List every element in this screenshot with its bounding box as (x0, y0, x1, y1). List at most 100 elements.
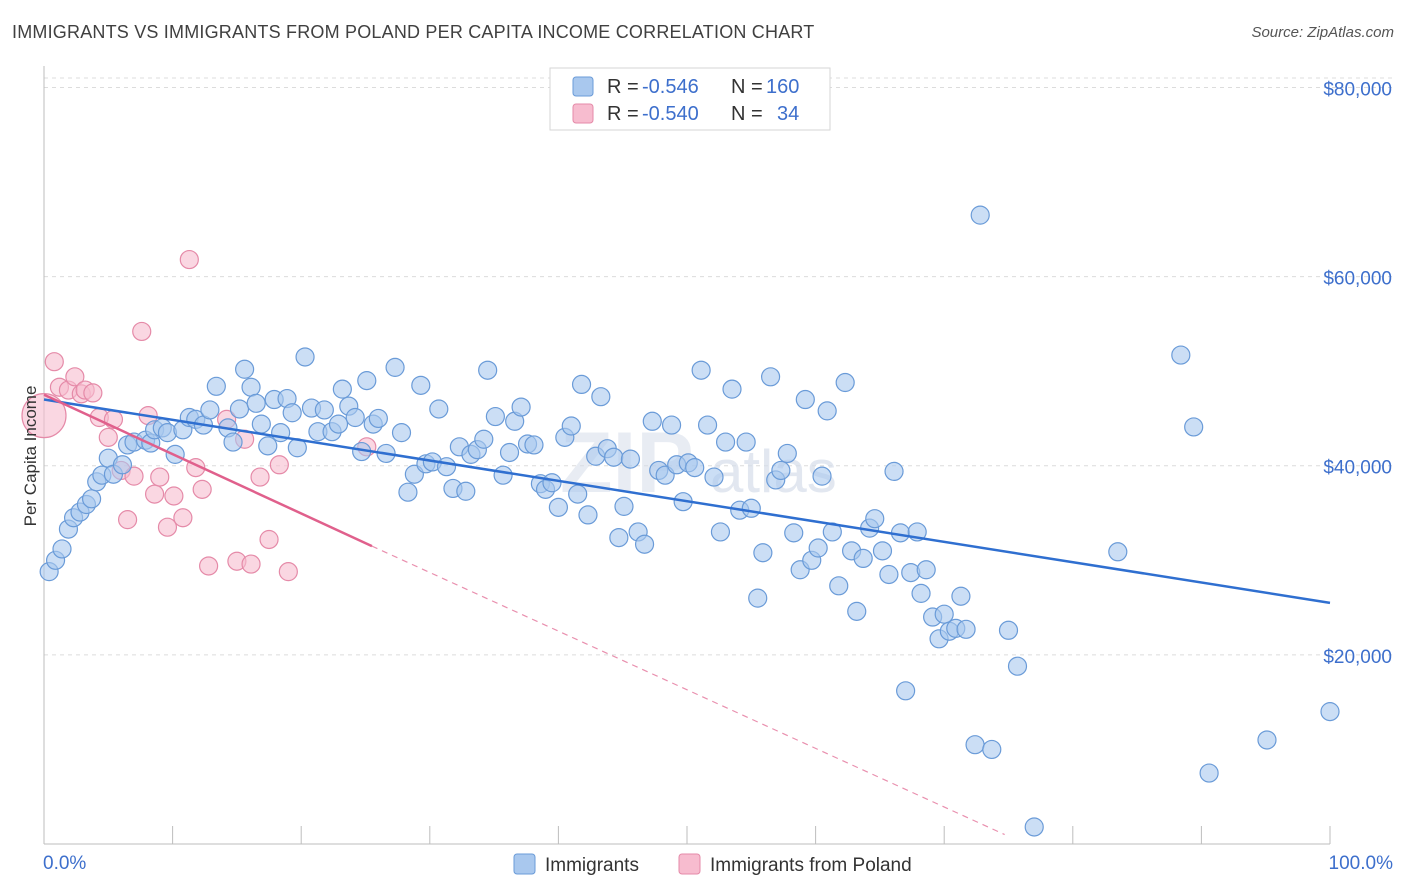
legend-n-value-0: 160 (766, 76, 799, 98)
point-immigrants (609, 527, 629, 548)
point-immigrants (835, 372, 855, 393)
point-immigrants (223, 432, 243, 452)
series-immigrants-points (39, 205, 1340, 837)
point-immigrants (1108, 542, 1128, 562)
legend-swatch-poland (572, 103, 594, 124)
point-immigrants (634, 534, 655, 554)
point-immigrants (748, 588, 768, 608)
point-immigrants (1320, 702, 1340, 722)
point-immigrants (704, 467, 724, 487)
point-poland (98, 427, 118, 447)
point-immigrants (741, 498, 761, 518)
point-immigrants (685, 458, 705, 478)
y-tick-label: $20,000 (1323, 647, 1392, 668)
bottom-legend: Immigrants Immigrants from Poland (513, 853, 912, 876)
x-tick-label-max: 100.0% (1329, 853, 1394, 874)
point-immigrants (697, 415, 718, 435)
point-poland (241, 554, 261, 574)
point-immigrants (760, 367, 781, 387)
point-immigrants (753, 543, 773, 563)
point-immigrants (982, 739, 1002, 760)
point-immigrants (591, 387, 611, 407)
point-poland (150, 467, 170, 487)
point-immigrants (951, 586, 971, 606)
y-axis-label: Per Capita Income (21, 386, 40, 527)
point-immigrants (865, 509, 885, 529)
point-immigrants (817, 401, 837, 421)
point-immigrants (398, 482, 418, 502)
point-immigrants (884, 461, 904, 482)
point-immigrants (691, 360, 711, 380)
point-immigrants (357, 371, 377, 391)
tick-labels: $20,000 $40,000 $60,000 $80,000 0.0% 100.0% (43, 79, 1393, 874)
point-immigrants (258, 436, 278, 456)
point-poland (269, 455, 289, 475)
point-immigrants (998, 620, 1019, 640)
point-immigrants (1171, 345, 1191, 365)
point-immigrants (771, 460, 791, 481)
point-immigrants (282, 403, 302, 423)
y-tick-label: $80,000 (1323, 79, 1392, 100)
point-immigrants (715, 432, 736, 452)
point-immigrants (1024, 817, 1044, 837)
point-immigrants (246, 393, 266, 413)
point-immigrants (872, 541, 893, 561)
point-immigrants (524, 435, 544, 455)
point-poland (132, 321, 152, 342)
point-immigrants (722, 379, 742, 399)
trend-line-poland (43, 393, 373, 548)
y-tick-label: $40,000 (1323, 458, 1392, 479)
legend-n-value-1: 34 (777, 103, 799, 125)
chart-title: IMMIGRANTS VS IMMIGRANTS FROM POLAND PER… (12, 22, 815, 42)
point-immigrants (328, 414, 349, 434)
point-immigrants (911, 583, 931, 603)
chart-source: Source: ZipAtlas.com (1251, 24, 1394, 41)
legend: R = -0.546 N = 160 R = -0.540 N = 34 (549, 67, 831, 131)
legend-n-label-1: N = (731, 103, 763, 125)
point-poland (199, 556, 219, 576)
x-tick-label-min: 0.0% (43, 853, 86, 874)
point-poland (164, 486, 184, 506)
y-tick-label: $60,000 (1323, 269, 1392, 290)
bottom-legend-swatch-poland (678, 853, 701, 875)
point-immigrants (391, 423, 412, 443)
point-immigrants (493, 465, 513, 485)
point-immigrants (614, 496, 634, 516)
point-immigrants (879, 564, 899, 585)
point-immigrants (1184, 417, 1204, 437)
point-poland (65, 367, 85, 387)
legend-r-label-1: R = (607, 103, 639, 125)
point-immigrants (81, 489, 102, 509)
point-immigrants (485, 406, 505, 427)
legend-r-value-1: -0.540 (642, 103, 699, 125)
point-immigrants (777, 443, 797, 464)
point-immigrants (710, 522, 731, 542)
point-poland (179, 249, 199, 270)
point-poland (144, 484, 165, 504)
series-poland-points (21, 249, 377, 582)
axes (43, 66, 1331, 845)
point-immigrants (235, 359, 255, 379)
point-poland (278, 562, 298, 582)
point-poland (21, 393, 67, 439)
bottom-legend-label-poland: Immigrants from Poland (710, 855, 912, 876)
point-immigrants (295, 347, 315, 367)
point-immigrants (561, 416, 581, 436)
point-immigrants (571, 374, 592, 394)
point-immigrants (456, 481, 476, 501)
point-immigrants (642, 411, 662, 431)
point-immigrants (896, 681, 916, 701)
point-immigrants (568, 484, 588, 504)
point-poland (83, 383, 103, 403)
point-immigrants (847, 601, 867, 621)
point-poland (250, 467, 270, 487)
point-immigrants (241, 377, 261, 397)
legend-n-label-0: N = (731, 76, 763, 98)
point-poland (157, 517, 178, 537)
trend-line-immigrants (43, 398, 1331, 605)
point-immigrants (784, 523, 804, 543)
point-immigrants (853, 548, 873, 569)
point-immigrants (474, 429, 494, 449)
point-immigrants (206, 376, 226, 396)
